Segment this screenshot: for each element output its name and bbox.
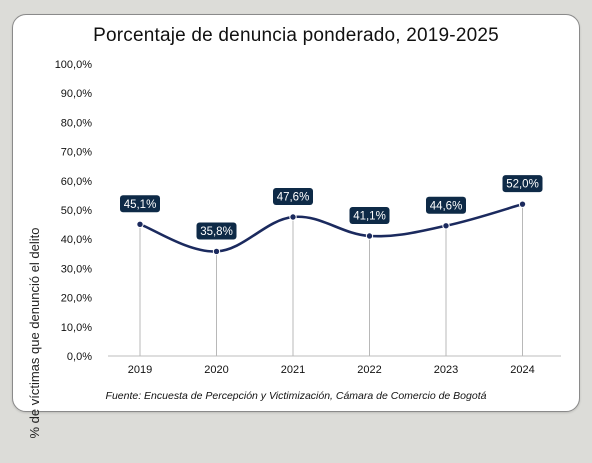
y-tick-label: 60,0% <box>61 176 92 188</box>
y-tick-label: 10,0% <box>61 322 92 334</box>
y-tick-label: 30,0% <box>61 263 92 275</box>
y-tick-label: 80,0% <box>61 117 92 129</box>
data-point <box>212 247 221 256</box>
y-tick-label: 40,0% <box>61 234 92 246</box>
x-tick-label: 2021 <box>281 364 305 376</box>
data-point <box>136 220 144 229</box>
data-point <box>365 232 374 240</box>
data-label: 52,0% <box>506 179 539 191</box>
data-label-box <box>349 206 390 224</box>
data-label-box <box>426 196 466 214</box>
y-tick-label: 100,0% <box>55 59 93 71</box>
data-label: 35,8% <box>200 226 233 238</box>
y-tick-label: 90,0% <box>61 88 92 100</box>
data-point <box>518 200 527 208</box>
data-label-box <box>273 188 313 206</box>
data-point <box>442 222 450 230</box>
y-tick-label: 70,0% <box>61 147 92 159</box>
y-tick-label: 50,0% <box>61 205 92 217</box>
data-label-box <box>120 195 160 213</box>
data-label-box <box>196 222 237 240</box>
data-label-box <box>502 175 543 193</box>
data-label: 47,6% <box>277 192 310 204</box>
chart-title: Porcentaje de denuncia ponderado, 2019-2… <box>93 25 499 46</box>
plot-area: 0,0% 10,0% 20,0% 30,0% 40,0% 50,0% 60,0% 70,0% 8… <box>55 59 561 376</box>
x-tick-label: 2023 <box>434 364 458 376</box>
y-tick-label: 0,0% <box>67 351 92 363</box>
data-label: 41,1% <box>353 210 386 222</box>
source-note: Fuente: Encuesta de Percepción y Victimi… <box>105 390 487 402</box>
x-tick-label: 2019 <box>128 364 152 376</box>
data-point <box>289 213 297 221</box>
x-tick-label: 2022 <box>357 364 381 376</box>
data-label: 44,6% <box>430 200 463 212</box>
data-label: 45,1% <box>124 199 157 211</box>
chart-frame: Porcentaje de denuncia ponderado, 2019-2… <box>12 14 580 439</box>
y-tick-label: 20,0% <box>61 293 92 305</box>
x-tick-label: 2024 <box>510 364 534 376</box>
x-tick-label: 2020 <box>204 364 228 376</box>
